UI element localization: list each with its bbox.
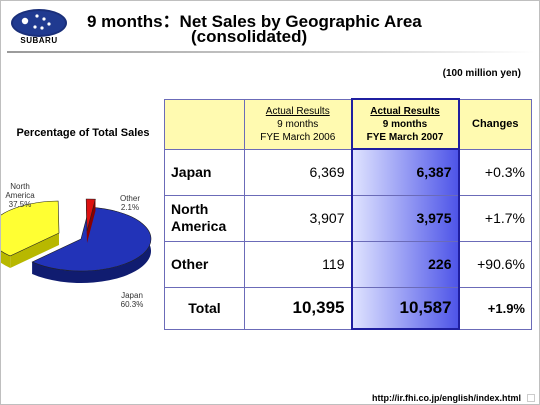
row-label-north-america: North America xyxy=(164,194,245,242)
page-title: 9 months：Net Sales by Geographic Area xyxy=(87,12,422,31)
value-change: +1.7% xyxy=(458,194,532,242)
row-label-other: Other xyxy=(164,240,245,288)
table-row: Japan 6,369 6,387 +0.3% xyxy=(164,148,532,196)
value-2007: 226 xyxy=(350,240,460,288)
value-2007: 10,587 xyxy=(350,286,460,330)
header-2007: Actual Results 9 months FYE March 2007 xyxy=(350,98,460,150)
table-header-row: Actual Results 9 months FYE March 2006 A… xyxy=(164,98,532,150)
value-2006: 119 xyxy=(244,240,352,288)
value-change: +1.9% xyxy=(458,286,532,330)
footer-url: http://ir.fhi.co.jp/english/index.html xyxy=(371,393,521,403)
header-2006: Actual Results 9 months FYE March 2006 xyxy=(244,98,352,150)
sales-table: Actual Results 9 months FYE March 2006 A… xyxy=(164,98,532,330)
value-2006: 6,369 xyxy=(244,148,352,196)
pie-slice-other xyxy=(85,198,96,243)
nav-square-icon xyxy=(527,394,535,402)
row-label-japan: Japan xyxy=(164,148,245,196)
value-2007: 6,387 xyxy=(350,148,460,196)
page-subtitle: (consolidated) xyxy=(191,27,308,46)
table-row: Other 119 226 +90.6% xyxy=(164,240,532,288)
pie-label-north-america: North America 37.5% xyxy=(5,182,35,209)
header-divider xyxy=(7,51,535,53)
value-2006: 3,907 xyxy=(244,194,352,242)
pie-chart xyxy=(1,198,152,283)
pie-title: Percentage of Total Sales xyxy=(16,127,150,139)
pie-label-japan: Japan 60.3% xyxy=(120,291,144,309)
header-changes: Changes xyxy=(458,98,532,150)
table-row-total: Total 10,395 10,587 +1.9% xyxy=(164,286,532,330)
value-change: +90.6% xyxy=(458,240,532,288)
value-2007: 3,975 xyxy=(350,194,460,242)
header-blank-cell xyxy=(164,98,245,150)
pie-slice-japan xyxy=(31,206,152,283)
pie-slice-north-america xyxy=(1,200,60,268)
table-row: North America 3,907 3,975 +1.7% xyxy=(164,194,532,242)
value-2006: 10,395 xyxy=(244,286,352,330)
row-label-total: Total xyxy=(164,286,245,330)
logo-wordmark: SUBARU xyxy=(20,36,58,45)
value-change: +0.3% xyxy=(458,148,532,196)
unit-note: (100 million yen) xyxy=(442,68,521,79)
pie-label-other: Other 2.1% xyxy=(119,194,140,212)
subaru-logo xyxy=(11,9,67,37)
